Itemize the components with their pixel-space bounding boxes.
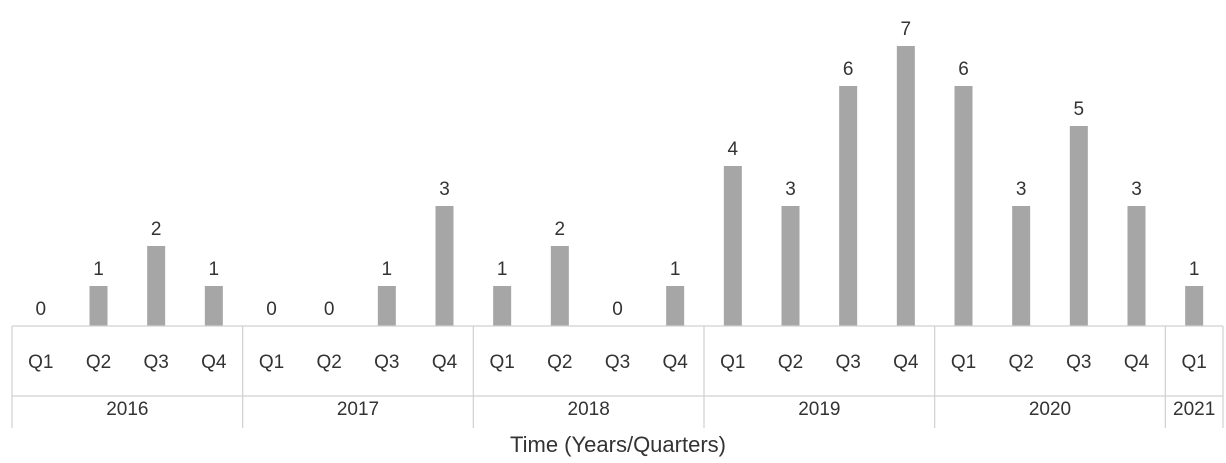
data-label-2018-Q4: 1 (670, 259, 681, 280)
data-label-2020-Q4: 3 (1131, 179, 1142, 200)
year-label-2018: 2018 (568, 399, 610, 420)
tick-label-2016-Q2: Q2 (86, 352, 111, 373)
tick-label-2019-Q2: Q2 (778, 352, 803, 373)
bar-2020-Q1 (954, 86, 973, 326)
bar-2019-Q4 (896, 46, 915, 326)
data-label-2017-Q3: 1 (382, 259, 393, 280)
tick-label-2016-Q1: Q1 (28, 352, 53, 373)
bar-2019-Q1 (723, 166, 742, 326)
bar-2019-Q3 (839, 86, 858, 326)
tick-label-2021-Q1: Q1 (1181, 352, 1206, 373)
data-label-2016-Q1: 0 (36, 299, 47, 320)
tick-label-2018-Q4: Q4 (662, 352, 688, 373)
data-label-2017-Q4: 3 (439, 179, 450, 200)
year-label-2020: 2020 (1029, 399, 1071, 420)
tick-label-2018-Q2: Q2 (547, 352, 572, 373)
data-label-2018-Q1: 1 (497, 259, 508, 280)
bar-series (89, 46, 1204, 326)
year-label-2021: 2021 (1173, 399, 1215, 420)
bar-2018-Q4 (666, 286, 685, 326)
quarter-tick-labels: Q1 Q2 Q3 Q4 Q1 Q2 Q3 Q4 Q1 Q2 Q3 Q4 Q1 Q2 Q3 Q4 Q1 Q2 Q3 Q4… (28, 352, 1207, 373)
data-label-2019-Q2: 3 (785, 179, 796, 200)
data-label-2017-Q2: 0 (324, 299, 335, 320)
tick-label-2017-Q3: Q3 (374, 352, 399, 373)
bar-2016-Q3 (147, 246, 166, 326)
bar-2017-Q4 (435, 206, 454, 326)
data-label-2020-Q2: 3 (1016, 179, 1027, 200)
bar-2019-Q2 (781, 206, 800, 326)
x-axis-title: Time (Years/Quarters) (510, 432, 726, 457)
data-label-2016-Q3: 2 (151, 219, 162, 240)
data-label-2018-Q3: 0 (612, 299, 623, 320)
bar-2018-Q2 (550, 246, 569, 326)
data-label-2019-Q1: 4 (728, 139, 739, 160)
data-label-2021-Q1: 1 (1189, 259, 1200, 280)
year-label-2017: 2017 (337, 399, 379, 420)
tick-label-2019-Q1: Q1 (720, 352, 745, 373)
data-labels: 0 1 2 1 0 0 1 3 1 2 0 1 4 3 6 7 6 3 5 3 1 (36, 19, 1200, 320)
tick-label-2016-Q4: Q4 (201, 352, 227, 373)
data-label-2020-Q3: 5 (1074, 99, 1085, 120)
tick-label-2019-Q3: Q3 (835, 352, 860, 373)
tick-label-2020-Q4: Q4 (1124, 352, 1150, 373)
tick-label-2018-Q1: Q1 (489, 352, 514, 373)
bar-2020-Q2 (1012, 206, 1031, 326)
tick-label-2020-Q3: Q3 (1066, 352, 1091, 373)
tick-label-2020-Q2: Q2 (1008, 352, 1033, 373)
tick-label-2017-Q2: Q2 (316, 352, 341, 373)
bar-2016-Q2 (89, 286, 108, 326)
tick-label-2016-Q3: Q3 (143, 352, 168, 373)
data-label-2019-Q3: 6 (843, 59, 854, 80)
data-label-2019-Q4: 7 (901, 19, 912, 40)
tick-label-2018-Q3: Q3 (605, 352, 630, 373)
year-label-2016: 2016 (106, 399, 148, 420)
tick-label-2017-Q4: Q4 (432, 352, 458, 373)
data-label-2018-Q2: 2 (555, 219, 566, 240)
bar-2018-Q1 (493, 286, 512, 326)
bar-2017-Q3 (377, 286, 396, 326)
year-tick-labels: 2016 2017 2018 2019 2020 2021 (106, 399, 1215, 420)
category-axis (11, 325, 1224, 428)
tick-label-2017-Q1: Q1 (259, 352, 284, 373)
bar-2020-Q4 (1127, 206, 1146, 326)
data-label-2016-Q4: 1 (209, 259, 220, 280)
bar-2021-Q1 (1185, 286, 1204, 326)
bar-2016-Q4 (204, 286, 223, 326)
tick-label-2020-Q1: Q1 (951, 352, 976, 373)
tick-label-2019-Q4: Q4 (893, 352, 919, 373)
data-label-2016-Q2: 1 (93, 259, 104, 280)
data-label-2020-Q1: 6 (958, 59, 969, 80)
data-label-2017-Q1: 0 (266, 299, 277, 320)
bar-2020-Q3 (1069, 126, 1088, 326)
year-label-2019: 2019 (798, 399, 840, 420)
